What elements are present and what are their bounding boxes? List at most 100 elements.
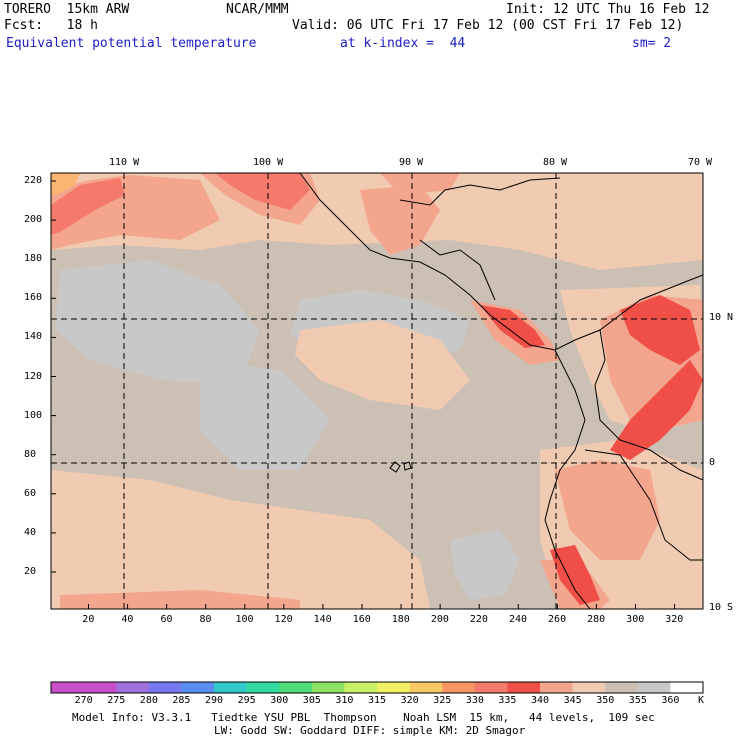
field-red-andes	[610, 360, 703, 460]
colorbar-label: 290	[205, 695, 224, 706]
x-tick-label: 240	[508, 614, 528, 625]
coast-central-america	[299, 173, 703, 351]
y-tick-label: 20	[24, 566, 37, 577]
init-time: Init: 12 UTC Thu 16 Feb 12	[506, 2, 710, 17]
colorbar-segment	[605, 682, 639, 693]
field-salmon-top	[380, 173, 460, 195]
colorbar-segment	[474, 682, 508, 693]
model-info: Model Info: V3.3.1 Tiedtke YSU PBL Thomp…	[72, 711, 655, 724]
lat-label-10n: 10 N	[709, 312, 734, 323]
colorbar-segment	[83, 682, 117, 693]
field-salmon-south-edge	[60, 590, 300, 609]
colorbar-label: 325	[433, 695, 452, 706]
colorbar-segment	[670, 682, 704, 693]
center-name: NCAR/MMM	[226, 2, 289, 17]
colorbar-label: 295	[237, 695, 256, 706]
field-salmon-guatemala	[360, 185, 440, 255]
field-red-peru	[550, 545, 600, 605]
field-name: Equivalent potential temperature	[6, 36, 257, 51]
colorbar	[50, 681, 704, 694]
colorbar-segment	[637, 682, 671, 693]
field-peach-south	[51, 470, 430, 609]
colorbar-segment	[148, 682, 182, 693]
lon-label-90w: 90 W	[399, 157, 424, 168]
x-tick-label: 180	[391, 614, 410, 625]
field-red-costa-rica	[480, 305, 545, 348]
model-name: TORERO 15km ARW	[4, 2, 130, 17]
x-tick-label: 260	[548, 614, 567, 625]
lon-label-100w: 100 W	[253, 157, 284, 168]
smoothing-info: sm= 2	[632, 36, 672, 51]
field-orange-corner	[51, 173, 80, 195]
y-tick-label: 140	[24, 331, 43, 343]
colorbar-label: 335	[498, 695, 517, 706]
y-tick-label: 180	[24, 253, 43, 265]
colorbar-segment	[377, 682, 411, 693]
x-tick-label: 320	[665, 614, 684, 625]
field-grey-south-central	[200, 360, 330, 470]
field-grey-southeast	[450, 530, 520, 600]
y-tick-label: 200	[24, 214, 43, 226]
colorbar-segment	[507, 682, 541, 693]
colorbar-label: 320	[400, 695, 419, 706]
colorbar-segment	[116, 682, 150, 693]
field-salmon-ecuador	[555, 460, 660, 560]
galapagos-islands	[389, 461, 412, 473]
y-tick-label: 160	[24, 292, 43, 304]
colorbar-segment	[442, 682, 476, 693]
colorbar-segment	[181, 682, 215, 693]
lon-label-70w: 70 W	[688, 157, 713, 168]
axis-ticks	[51, 180, 676, 609]
x-tick-label: 100	[235, 614, 254, 625]
colorbar-segment	[540, 682, 574, 693]
lat-label-10s: 10 S	[709, 602, 734, 613]
field-coral-northwest	[51, 178, 125, 235]
x-tick-label: 60	[160, 614, 173, 625]
graticule	[51, 173, 703, 609]
x-tick-label: 40	[121, 614, 134, 625]
coast-south-america-west	[544, 349, 591, 609]
colorbar-label: 305	[302, 695, 321, 706]
valid-time: Valid: 06 UTC Fri 17 Feb 12 (00 CST Fri …	[292, 18, 684, 33]
colorbar-segment	[409, 682, 443, 693]
coastlines	[299, 173, 703, 609]
colorbar-label: 300	[270, 695, 289, 706]
colorbar-label: 330	[465, 695, 484, 706]
field-red-colombia	[620, 295, 700, 365]
colorbar-unit: K	[698, 695, 705, 706]
colorbar-label: 360	[661, 695, 680, 706]
colorbar-label: 280	[139, 695, 158, 706]
field-grey-west	[55, 260, 260, 385]
field-peach-central	[295, 320, 470, 410]
colorbar-label: 275	[107, 695, 126, 706]
colorbar-segment	[214, 682, 248, 693]
map-field	[51, 173, 703, 609]
x-tick-label: 280	[587, 614, 606, 625]
colorbar-label: 285	[172, 695, 191, 706]
colorbar-segment	[344, 682, 378, 693]
colorbar-segment	[279, 682, 313, 693]
x-tick-label: 220	[469, 614, 488, 625]
x-tick-label: 300	[626, 614, 645, 625]
x-tick-label: 20	[82, 614, 95, 625]
border-peru	[584, 449, 703, 561]
colorbar-label: 310	[335, 695, 354, 706]
colorbar-label: 315	[368, 695, 387, 706]
colorbar-label: 350	[596, 695, 615, 706]
y-tick-label: 220	[24, 175, 43, 186]
forecast-hour: Fcst: 18 h	[4, 18, 98, 33]
x-tick-label: 120	[274, 614, 293, 625]
x-tick-label: 140	[313, 614, 332, 625]
coast-yucatan	[399, 177, 561, 206]
x-tick-label: 160	[352, 614, 371, 625]
y-tick-label: 120	[24, 370, 43, 382]
border-colombia	[594, 329, 703, 481]
lon-label-110w: 110 W	[109, 157, 140, 168]
colorbar-segment	[572, 682, 606, 693]
y-tick-label: 40	[24, 526, 37, 538]
colorbar-label: 355	[628, 695, 647, 706]
lon-label-80w: 80 W	[543, 157, 568, 168]
physics-info: LW: Godd SW: Goddard DIFF: simple KM: 2D…	[214, 724, 526, 737]
colorbar-label: 345	[563, 695, 582, 706]
x-tick-label: 200	[430, 614, 449, 625]
